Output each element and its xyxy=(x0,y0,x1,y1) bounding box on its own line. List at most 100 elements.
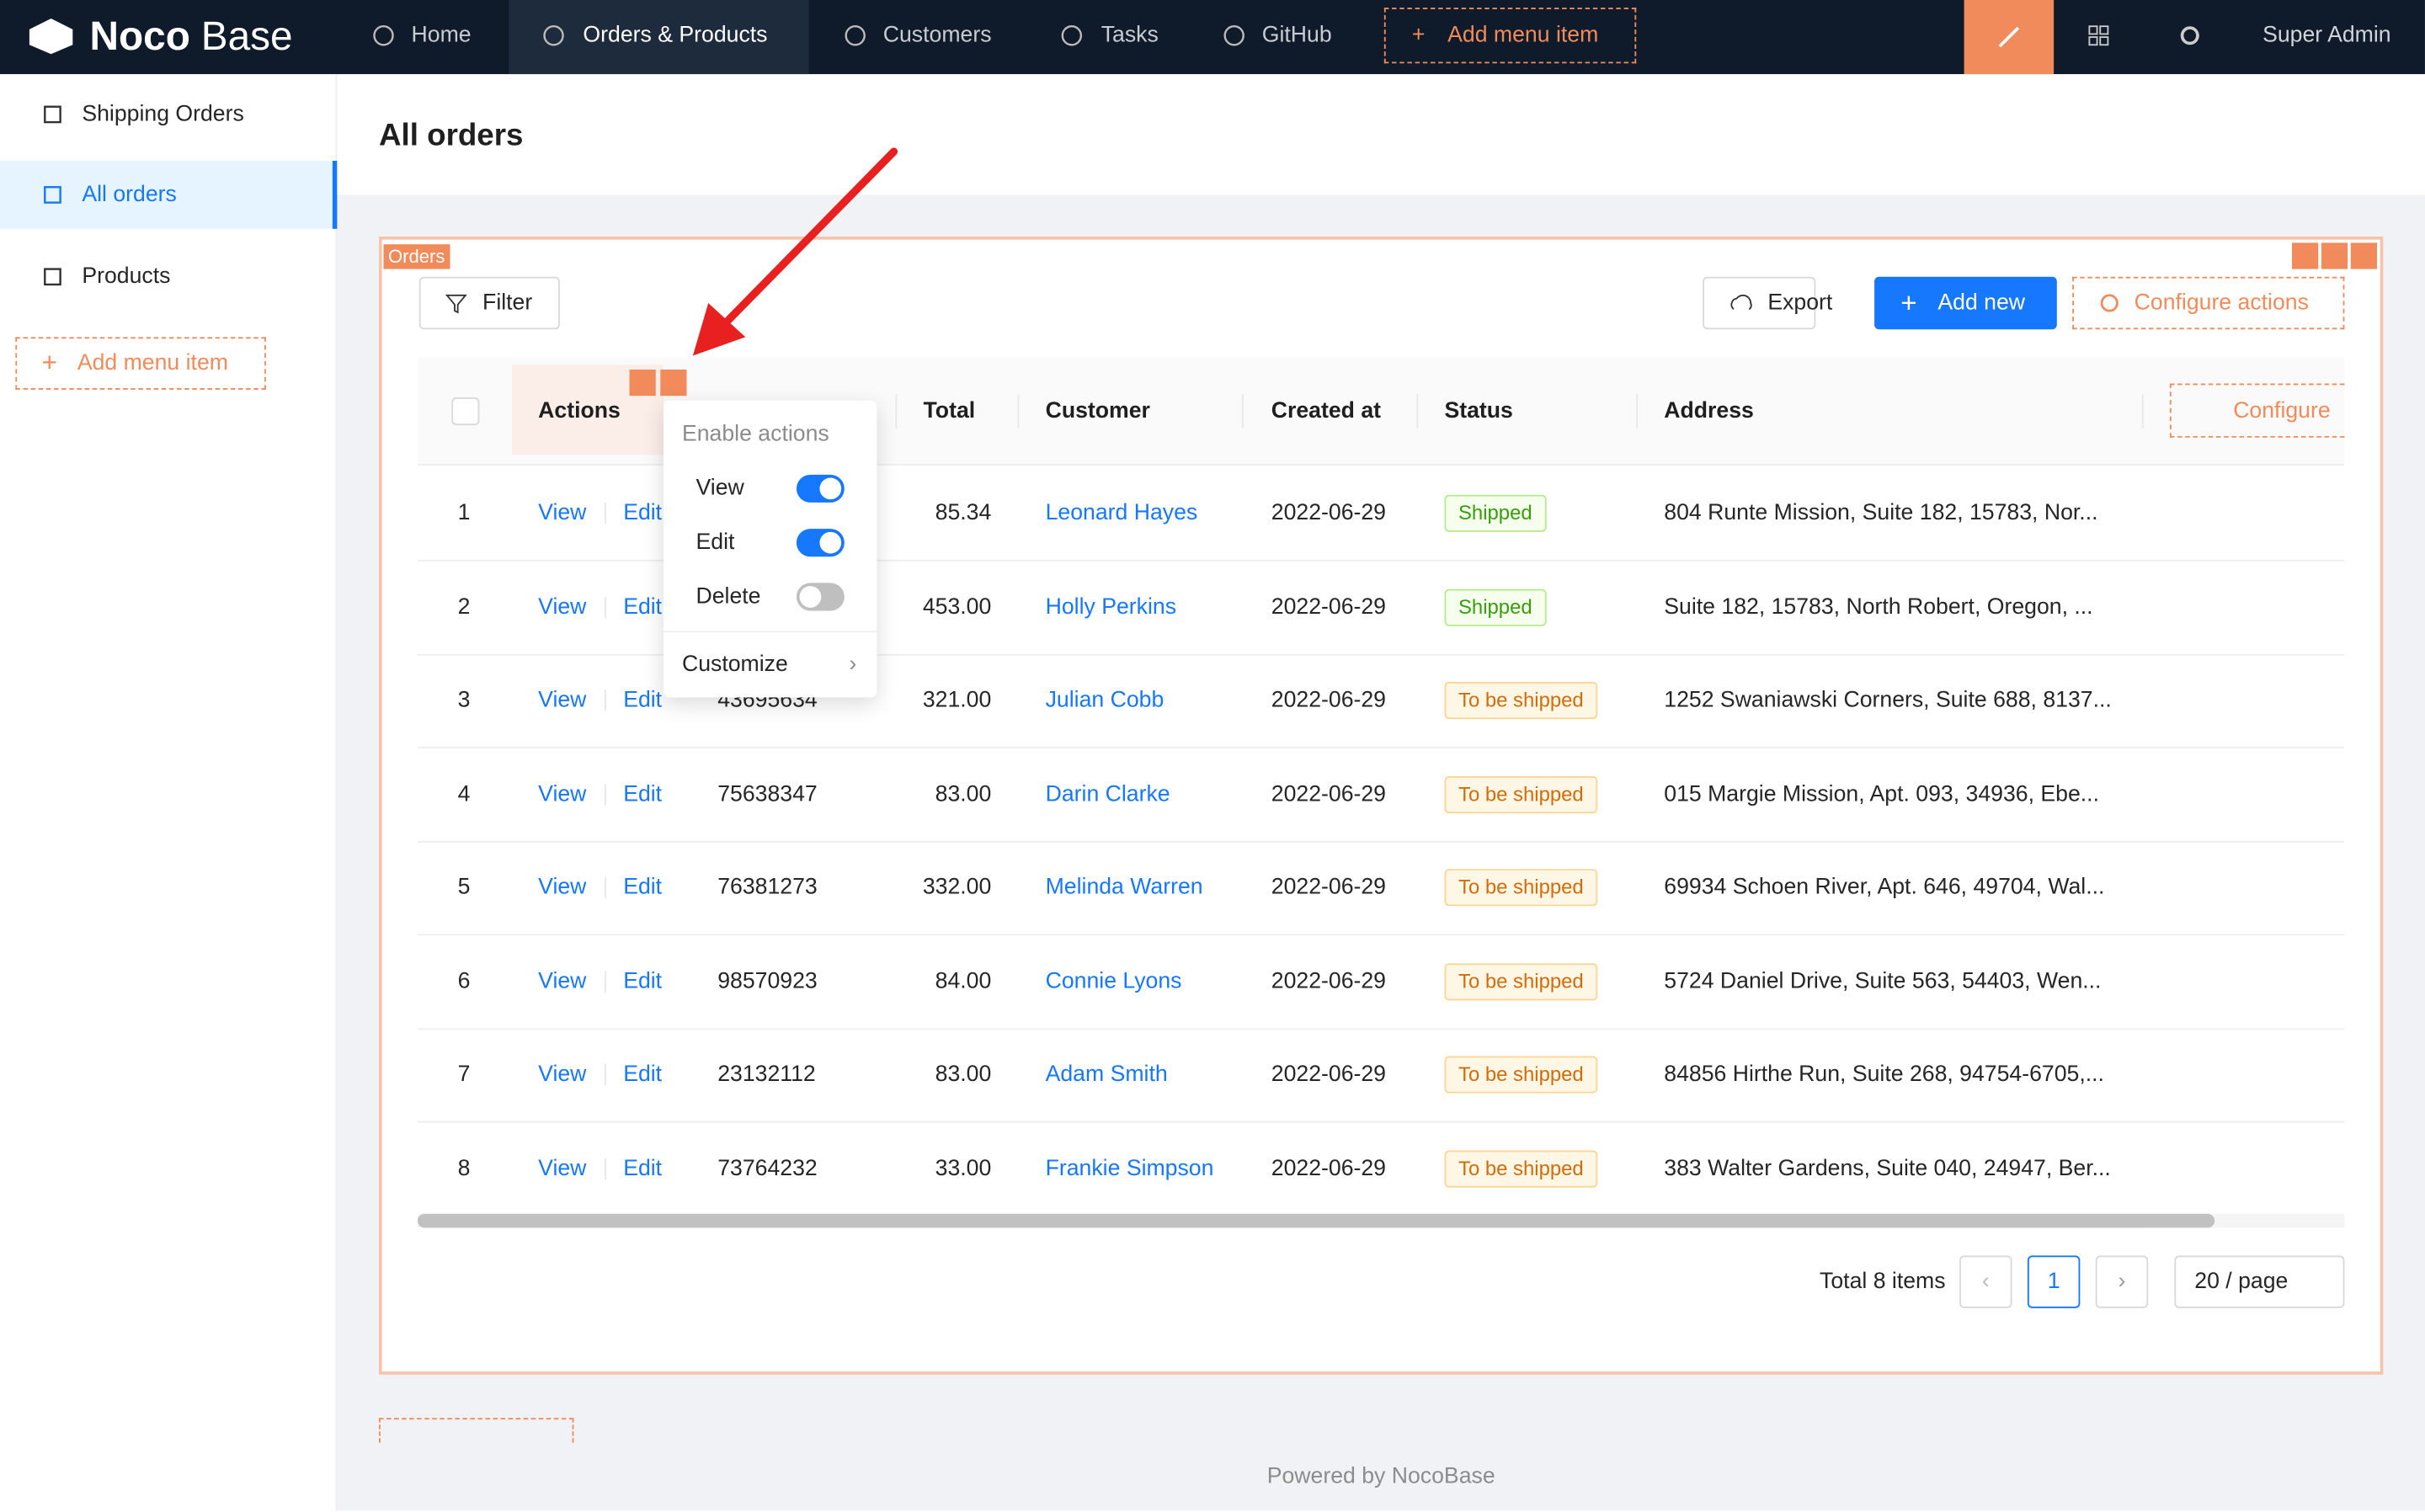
sidebar-icon xyxy=(42,184,64,206)
menu-item[interactable]: Home xyxy=(411,23,472,48)
filter-button[interactable] xyxy=(418,276,560,330)
row-action[interactable]: View xyxy=(538,688,587,713)
row-action[interactable]: Edit xyxy=(623,968,663,994)
add-menu-item[interactable] xyxy=(1383,8,1637,64)
row-action[interactable]: View xyxy=(538,501,587,526)
row-index: 5 xyxy=(457,875,471,900)
toggle[interactable] xyxy=(796,474,845,503)
sidebar-item[interactable]: Products xyxy=(82,264,171,290)
menu-icon xyxy=(1061,24,1083,46)
block-tool[interactable] xyxy=(2291,242,2319,269)
row-action[interactable]: View xyxy=(538,968,587,994)
row-action[interactable]: View xyxy=(538,1062,587,1088)
toggle-label[interactable]: View xyxy=(696,476,744,502)
action-divider xyxy=(605,1063,606,1086)
pagination-total: Total 8 items xyxy=(1820,1269,1946,1295)
created-at: 2022-06-29 xyxy=(1271,688,1386,713)
sidebar-add-label[interactable]: Add menu item xyxy=(77,350,228,376)
customer[interactable]: Darin Clarke xyxy=(1045,781,1170,807)
customer[interactable]: Leonard Hayes xyxy=(1045,501,1198,526)
settings-icon xyxy=(2179,24,2201,46)
add-new-label[interactable]: Add new xyxy=(1937,290,2026,316)
row-action[interactable]: Edit xyxy=(623,781,663,807)
row-action[interactable]: Edit xyxy=(623,688,663,713)
address: 1252 Swaniawski Corners, Suite 688, 8137… xyxy=(1664,688,2112,713)
sidebar-item[interactable]: Shipping Orders xyxy=(82,102,244,127)
export-icon xyxy=(1729,292,1753,314)
action-divider xyxy=(605,876,606,899)
status-tag: To be shipped xyxy=(1444,775,1598,813)
row-action[interactable]: View xyxy=(538,781,587,807)
toggle-knob xyxy=(819,477,842,500)
add-new-button[interactable] xyxy=(1874,276,2057,330)
customer[interactable]: Melinda Warren xyxy=(1045,875,1203,900)
total: 332.00 xyxy=(922,875,992,900)
page-button[interactable]: 1 xyxy=(2027,1255,2081,1308)
row-action[interactable]: Edit xyxy=(623,594,663,620)
page-size[interactable] xyxy=(2174,1255,2345,1308)
menu-icon xyxy=(1223,24,1245,46)
row-action[interactable]: View xyxy=(538,1155,587,1181)
row-action[interactable]: Edit xyxy=(623,1155,663,1181)
menu-item[interactable]: Tasks xyxy=(1101,23,1159,48)
toggle-label[interactable]: Edit xyxy=(696,530,735,556)
sidebar-item[interactable]: All orders xyxy=(82,182,177,208)
page-size-label[interactable]: 20 / page xyxy=(2194,1269,2289,1295)
created-at: 2022-06-29 xyxy=(1271,594,1386,620)
menu-item[interactable]: GitHub xyxy=(1261,23,1332,48)
configure-columns-label[interactable]: Configure xyxy=(2233,398,2331,424)
page-header xyxy=(337,74,2425,195)
column-divider xyxy=(1416,394,1419,429)
block-tool[interactable] xyxy=(2321,242,2348,269)
add-menu-item-label[interactable]: Add menu item xyxy=(1447,23,1599,48)
column-tool[interactable] xyxy=(660,369,687,397)
customer[interactable]: Julian Cobb xyxy=(1045,688,1165,713)
row-action[interactable]: View xyxy=(538,875,587,900)
add-block[interactable] xyxy=(378,1418,574,1443)
toggle[interactable] xyxy=(796,583,845,611)
customer[interactable]: Holly Perkins xyxy=(1045,594,1177,620)
customer[interactable]: Adam Smith xyxy=(1045,1062,1168,1088)
filter-label[interactable]: Filter xyxy=(482,290,533,316)
export-label[interactable]: Export xyxy=(1767,290,1833,316)
status-tag: To be shipped xyxy=(1444,1149,1598,1187)
scrollbar-thumb[interactable] xyxy=(417,1213,2215,1228)
address: 69934 Schoen River, Apt. 646, 49704, Wal… xyxy=(1664,875,2105,900)
status-tag: Shipped xyxy=(1444,588,1547,626)
next-page[interactable]: › xyxy=(2095,1255,2149,1308)
export-button[interactable] xyxy=(1703,276,1816,330)
sidebar-active xyxy=(0,161,338,229)
row-index: 7 xyxy=(457,1062,471,1088)
row-action[interactable]: Edit xyxy=(623,875,663,900)
gear-icon xyxy=(2098,292,2120,314)
status-tag: To be shipped xyxy=(1444,962,1598,1000)
configure-columns[interactable] xyxy=(2169,383,2345,438)
row-index: 1 xyxy=(457,501,471,526)
menu-item[interactable]: Customers xyxy=(882,23,992,48)
created-at: 2022-06-29 xyxy=(1271,1155,1386,1181)
filter-icon xyxy=(445,292,467,314)
user-name[interactable]: Super Admin xyxy=(2262,23,2391,48)
sidebar-add[interactable] xyxy=(15,337,266,390)
popup-customize[interactable]: Customize xyxy=(681,652,788,678)
checkbox[interactable] xyxy=(451,397,480,426)
logo: Base xyxy=(200,12,293,59)
configure-actions-label[interactable]: Configure actions xyxy=(2134,290,2309,316)
customer[interactable]: Frankie Simpson xyxy=(1045,1155,1214,1181)
block-tool[interactable] xyxy=(2350,242,2378,269)
row-action[interactable]: View xyxy=(538,594,587,620)
configure-actions[interactable] xyxy=(2072,276,2345,330)
toggle-label[interactable]: Delete xyxy=(696,584,761,610)
menu-item[interactable]: Orders & Products xyxy=(583,23,768,48)
column-tool[interactable] xyxy=(629,369,656,397)
column-header: Total xyxy=(923,398,976,424)
status-tag: To be shipped xyxy=(1444,869,1598,907)
customer[interactable]: Connie Lyons xyxy=(1045,968,1182,994)
popup-title: Enable actions xyxy=(681,422,829,447)
row-action[interactable]: Edit xyxy=(623,1062,663,1088)
sidebar-icon xyxy=(42,266,64,288)
toggle[interactable] xyxy=(796,529,845,557)
prev-page[interactable]: ‹ xyxy=(1959,1255,2012,1308)
row-action[interactable]: Edit xyxy=(623,501,663,526)
sidebar xyxy=(0,74,338,1511)
